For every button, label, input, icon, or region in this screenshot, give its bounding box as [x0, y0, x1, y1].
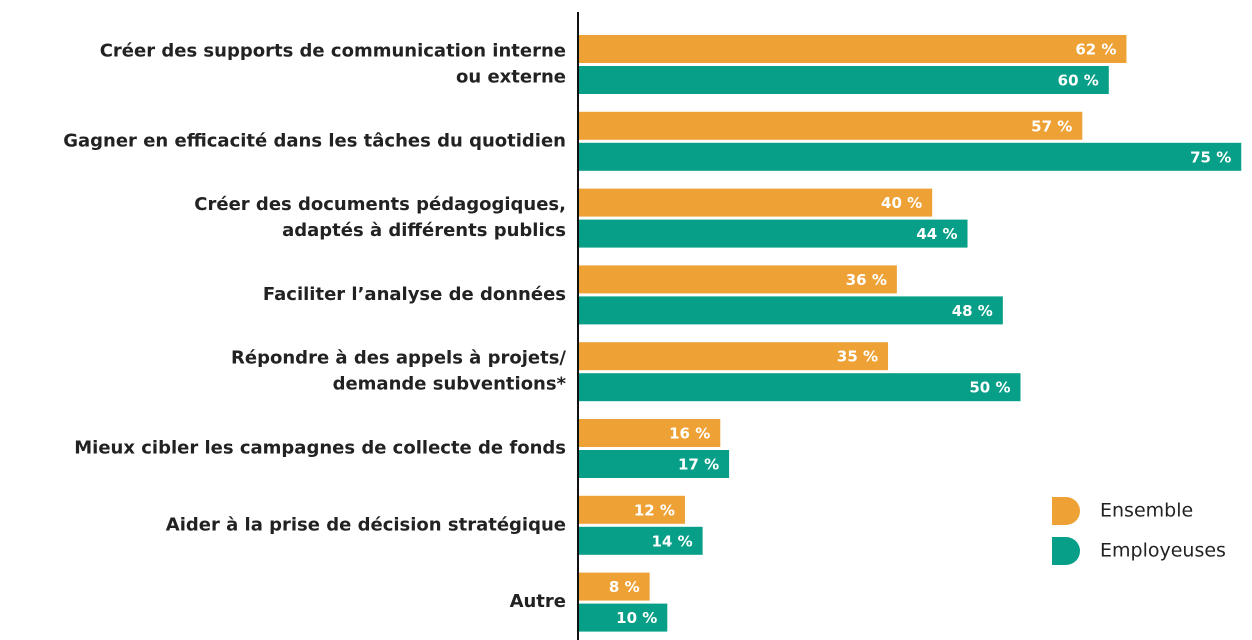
- bar: [579, 66, 1109, 94]
- value-label: 8 %: [609, 578, 640, 596]
- bar: [579, 603, 668, 632]
- bar: [579, 373, 1021, 402]
- value-label: 16 %: [669, 425, 710, 443]
- bar: [579, 142, 1242, 171]
- value-label: 57 %: [1031, 117, 1072, 135]
- category-label: Aider à la prise de décision stratégique: [166, 514, 566, 535]
- category-label: Mieux cibler les campagnes de collecte d…: [74, 438, 566, 459]
- bar: [579, 450, 730, 478]
- category-label: Gagner en efficacité dans les tâches du …: [63, 130, 566, 151]
- category-label: Faciliter l’analyse de données: [263, 284, 566, 305]
- value-label: 12 %: [634, 501, 675, 519]
- bar: [579, 342, 889, 371]
- value-label: 36 %: [846, 271, 887, 289]
- bar: [579, 219, 968, 248]
- bar: [579, 35, 1127, 63]
- category-label: ou externe: [456, 67, 566, 88]
- category-label: demande subventions*: [333, 374, 567, 395]
- bar: [579, 265, 897, 294]
- value-label: 60 %: [1058, 72, 1099, 90]
- value-label: 48 %: [952, 302, 993, 320]
- value-label: 10 %: [616, 609, 657, 627]
- value-label: 50 %: [969, 379, 1010, 397]
- bar: [579, 526, 703, 555]
- legend-label: Ensemble: [1100, 500, 1193, 522]
- category-label: Autre: [510, 591, 566, 612]
- value-label: 17 %: [678, 456, 719, 474]
- value-label: 14 %: [651, 532, 692, 550]
- value-label: 35 %: [837, 348, 878, 366]
- category-label: adaptés à différents publics: [282, 220, 566, 241]
- bar: [579, 572, 650, 601]
- legend-swatch: [1052, 537, 1080, 565]
- value-label: 40 %: [881, 194, 922, 212]
- bar: [579, 296, 1003, 325]
- value-label: 75 %: [1190, 148, 1231, 166]
- bar: [579, 495, 685, 524]
- legend-label: Employeuses: [1100, 540, 1226, 562]
- category-label: Créer des documents pédagogiques,: [194, 194, 566, 215]
- bar: [579, 111, 1083, 140]
- legend-swatch: [1052, 497, 1080, 525]
- value-label: 44 %: [916, 225, 957, 243]
- category-label: Créer des supports de communication inte…: [100, 41, 566, 62]
- bar: [579, 419, 721, 447]
- bar: [579, 188, 933, 217]
- category-label: Répondre à des appels à projets/: [231, 348, 566, 369]
- value-label: 62 %: [1075, 41, 1116, 59]
